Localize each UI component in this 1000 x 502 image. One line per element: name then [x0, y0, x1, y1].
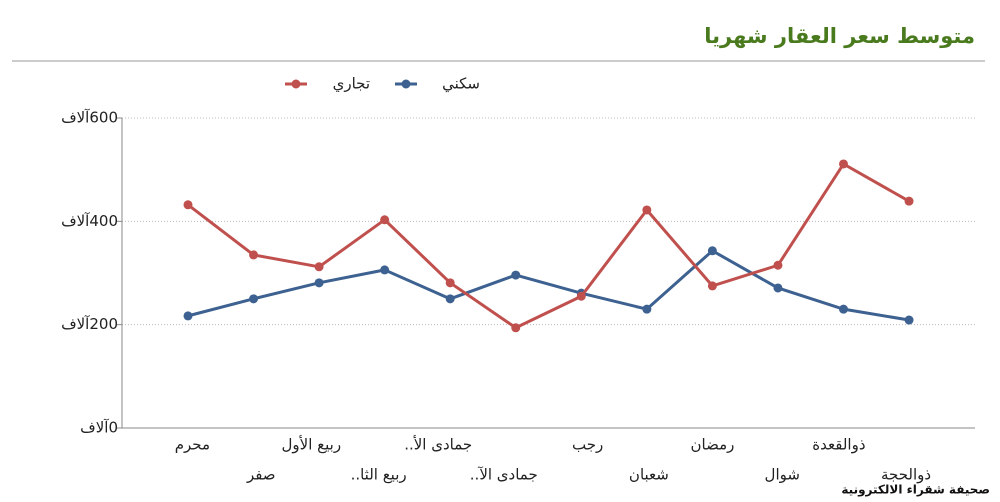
point	[773, 283, 783, 293]
source: صحيفة شقراء الالكترونية	[841, 483, 990, 498]
point	[511, 270, 521, 280]
point	[707, 281, 717, 291]
point	[380, 215, 390, 225]
point	[904, 196, 914, 206]
point	[314, 262, 324, 272]
chart-title: متوسط سعر العقار شهريا	[704, 24, 975, 48]
point	[839, 304, 848, 314]
x-tick-label: جمادى الآ..	[470, 466, 538, 484]
point	[904, 315, 914, 325]
point	[314, 278, 324, 288]
series-line	[187, 248, 910, 322]
point	[576, 291, 586, 301]
point	[642, 205, 652, 215]
point	[380, 265, 390, 275]
x-tick-label: جمادى الأ..	[404, 435, 472, 454]
x-tick-label: شعبان	[629, 466, 669, 484]
point	[183, 311, 193, 321]
x-tick-label: ذوالحجة	[881, 466, 931, 484]
point	[642, 304, 652, 314]
point	[511, 323, 521, 333]
point	[707, 246, 717, 256]
point	[183, 200, 193, 210]
point	[445, 294, 455, 304]
x-tick-label: محرم	[175, 436, 210, 454]
legend-label: سكني	[442, 75, 480, 94]
legend-marker	[291, 79, 301, 89]
x-tick-label: ذوالقعدة	[812, 436, 865, 454]
x-tick-label: شوال	[765, 466, 800, 484]
point	[249, 250, 259, 260]
point	[445, 278, 455, 288]
x-tick-label: ربيع الأول	[282, 435, 342, 454]
y-tick-label: 200آلاف	[61, 315, 118, 333]
x-tick-label: رجب	[572, 436, 603, 454]
point	[773, 260, 783, 270]
y-tick-label: 400آلاف	[61, 212, 118, 230]
x-tick-label: رمضان	[691, 436, 735, 454]
series-line	[187, 161, 910, 330]
x-tick-label: ربيع الثا..	[351, 466, 407, 484]
y-tick-label: 0آلاف	[80, 419, 118, 437]
x-tick-label: صفر	[246, 466, 276, 484]
legend-label: تجاري	[333, 75, 370, 94]
y-tick-label: 600آلاف	[61, 109, 118, 127]
point	[839, 159, 848, 169]
legend-marker	[401, 79, 411, 89]
point	[249, 294, 259, 304]
